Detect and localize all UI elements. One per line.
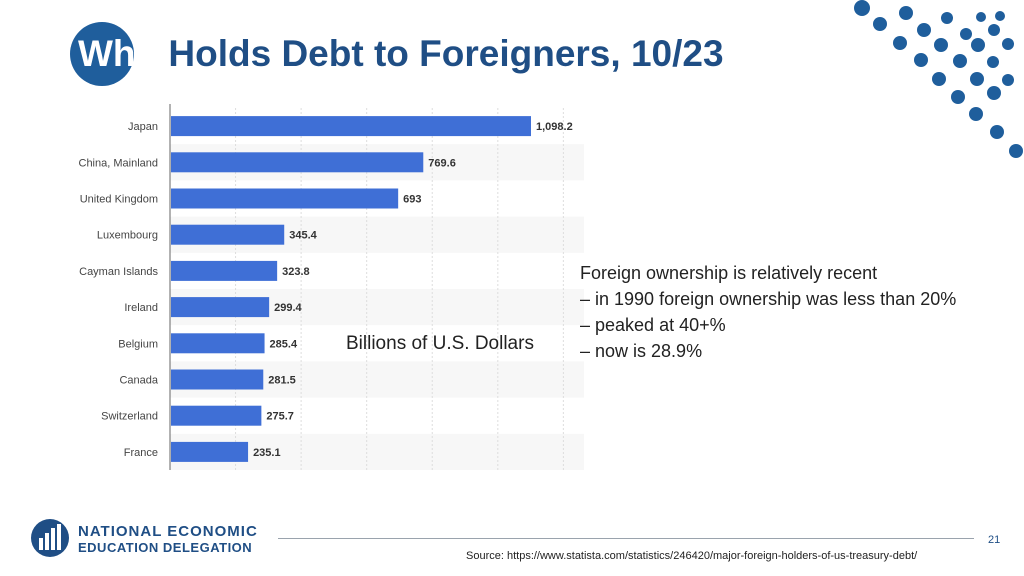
decorative-dot [953,54,967,68]
logo-text-line2: EDUCATION DELEGATION [78,540,253,555]
bar-chart: Japan 1,098.2 China, Mainland 769.6 United K… [79,104,584,470]
value-label: 323.8 [282,266,310,278]
value-label: 693 [403,194,421,206]
bar-japan [171,116,531,137]
category-label: France [124,447,158,459]
note-line: Foreign ownership is relatively recent [580,263,878,283]
title-rest: Holds Debt to Foreigners, 10/23 [158,33,724,74]
title-accent-circle [70,22,134,86]
bar-luxembourg [171,224,285,245]
decorative-dot [932,72,946,86]
decorative-dot [1002,38,1014,50]
decorative-dot [970,72,984,86]
category-label: Luxembourg [97,230,158,242]
page-number: 21 [988,534,1001,546]
category-label: China, Mainland [79,157,159,169]
note-line: – peaked at 40+% [580,315,726,335]
value-label: 275.7 [266,411,294,423]
bar-canada [171,369,264,390]
logo-icon [30,518,70,558]
value-label: 281.5 [268,375,296,387]
title-prefix: Who [78,33,159,74]
decorative-dot [917,23,931,37]
bar-ireland [171,297,270,318]
bar-united-kingdom [171,188,399,209]
decorative-dot [995,11,1005,21]
decorative-dot [899,6,913,20]
decorative-dot [990,125,1004,139]
category-label: Cayman Islands [79,266,158,278]
decorative-dot [941,12,953,24]
decorative-dot [971,38,985,52]
decorative-dot [976,12,986,22]
decorative-dot [854,0,870,16]
notes-text: Foreign ownership is relatively recent –… [580,260,956,364]
bar-belgium [171,333,265,354]
decorative-dot [934,38,948,52]
value-label: 299.4 [274,302,302,314]
logo-text-line1: NATIONAL ECONOMIC [78,523,258,540]
value-label: 345.4 [289,230,317,242]
source-citation: Source: https://www.statista.com/statist… [466,550,918,562]
bar-switzerland [171,405,262,426]
decorative-dot [873,17,887,31]
bar-cayman-islands [171,260,278,281]
value-label: 769.6 [428,157,456,169]
decorative-dot [969,107,983,121]
note-line: – now is 28.9% [580,341,703,361]
category-label: Japan [128,121,158,133]
category-label: Canada [119,375,158,387]
value-label: 1,098.2 [536,121,573,133]
decorative-dot [988,24,1000,36]
value-label: 235.1 [253,447,281,459]
decorative-dot [1009,144,1023,158]
slide-title: Who Holds Debt to Foreigners, 10/23 [78,30,724,78]
decorative-dot [987,86,1001,100]
value-label: 285.4 [270,338,298,350]
footer-divider [278,538,974,539]
category-label: Belgium [118,338,158,350]
decorative-dot [1002,74,1014,86]
decorative-dot [914,53,928,67]
decorative-dot [987,56,999,68]
decorative-dot [893,36,907,50]
decorative-dot [960,28,972,40]
category-label: Switzerland [101,411,158,423]
decorative-dot [951,90,965,104]
category-label: Ireland [124,302,158,314]
category-label: United Kingdom [80,194,158,206]
units-note: Billions of U.S. Dollars [346,333,534,354]
note-line: – in 1990 foreign ownership was less tha… [580,289,957,309]
bar-france [171,441,249,462]
bar-china-mainland [171,152,424,173]
